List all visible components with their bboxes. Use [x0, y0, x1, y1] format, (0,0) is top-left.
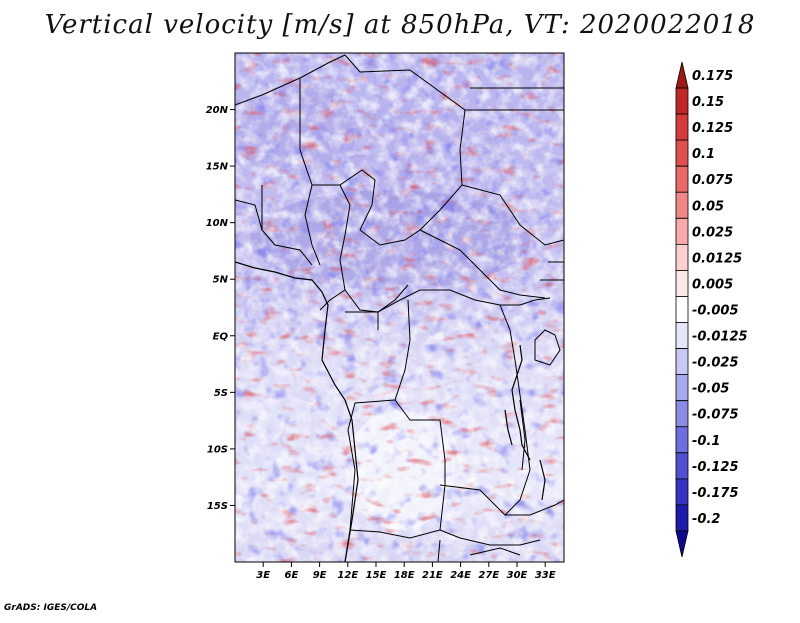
- colorbar-label: -0.0125: [692, 330, 748, 345]
- colorbar-label: -0.1: [692, 434, 720, 449]
- lon-tick-label: 18E: [394, 570, 415, 581]
- lat-tick-label: 5N: [213, 275, 229, 286]
- colorbar-label: 0.125: [692, 121, 733, 136]
- colorbar-label: -0.175: [692, 486, 739, 501]
- lat-tick-label: 15S: [207, 501, 228, 512]
- map-frame: [234, 52, 565, 563]
- colorbar-label: 0.15: [692, 95, 724, 110]
- colorbar-label: 0.005: [692, 277, 733, 292]
- colorbar-label: 0.075: [692, 173, 733, 188]
- colorbar-segment: [675, 139, 689, 167]
- colorbar-label: 0.05: [692, 199, 724, 214]
- lat-tick-label: 5S: [214, 388, 228, 399]
- lat-tick-label: 10N: [206, 218, 229, 229]
- colorbar-label: -0.005: [692, 304, 739, 319]
- colorbar-label: -0.125: [692, 460, 739, 475]
- latitude-axis: 20N 15N 10N 5N EQ 5S 10S 15S: [206, 105, 235, 512]
- colorbar-segment: [675, 270, 689, 297]
- lon-tick-label: 6E: [285, 570, 299, 581]
- lon-tick-label: 12E: [337, 570, 358, 581]
- lat-tick-label: EQ: [213, 331, 229, 342]
- colorbar-segment: [675, 217, 689, 245]
- credit-label: GrADS: IGES/COLA: [4, 603, 98, 613]
- colorbar-segment: [675, 165, 689, 193]
- colorbar-label: -0.05: [692, 382, 729, 397]
- lon-tick-label: 21E: [422, 570, 443, 581]
- colorbar: 0.175 0.15 0.125 0.1 0.075 0.05 0.025 0.0125 0.0…: [675, 61, 748, 558]
- lon-tick-label: 3E: [256, 570, 270, 581]
- colorbar-segment: [675, 191, 689, 219]
- colorbar-segment: [675, 113, 689, 141]
- colorbar-segment: [675, 296, 689, 323]
- lon-tick-label: 24E: [450, 570, 471, 581]
- colorbar-label: -0.025: [692, 356, 739, 371]
- colorbar-segment: [675, 504, 689, 532]
- coastline: [235, 261, 546, 562]
- colorbar-segment: [675, 322, 689, 349]
- colorbar-segment: [675, 530, 689, 558]
- lon-tick-label: 15E: [366, 570, 387, 581]
- map-title: Vertical velocity [m/s] at 850hPa, VT: 2…: [44, 10, 756, 40]
- colorbar-segment: [675, 374, 689, 402]
- colorbar-segment: [675, 243, 689, 271]
- colorbar-label: 0.175: [692, 69, 733, 84]
- colorbar-segment: [675, 452, 689, 480]
- lat-tick-label: 10S: [207, 444, 228, 455]
- colorbar-label: 0.1: [692, 147, 715, 162]
- colorbar-label: 0.025: [692, 225, 733, 240]
- lon-tick-label: 9E: [313, 570, 327, 581]
- colorbar-segment: [675, 348, 689, 376]
- lat-tick-label: 15N: [206, 162, 229, 173]
- colorbar-segment: [675, 61, 689, 89]
- lon-tick-label: 30E: [507, 570, 528, 581]
- colorbar-segment: [675, 426, 689, 454]
- lon-tick-label: 27E: [478, 570, 499, 581]
- country-borders: [235, 54, 564, 562]
- colorbar-label: -0.2: [692, 512, 720, 527]
- longitude-axis: 3E 6E 9E 12E 15E 18E 21E 24E 27E 30E 33E: [256, 562, 556, 581]
- lon-tick-label: 33E: [535, 570, 556, 581]
- colorbar-label: -0.075: [692, 408, 739, 423]
- colorbar-segment: [675, 478, 689, 506]
- lat-tick-label: 20N: [206, 105, 229, 116]
- colorbar-segment: [675, 87, 689, 115]
- colorbar-segment: [675, 400, 689, 428]
- vertical-velocity-field: [235, 53, 564, 562]
- colorbar-label: 0.0125: [692, 251, 742, 266]
